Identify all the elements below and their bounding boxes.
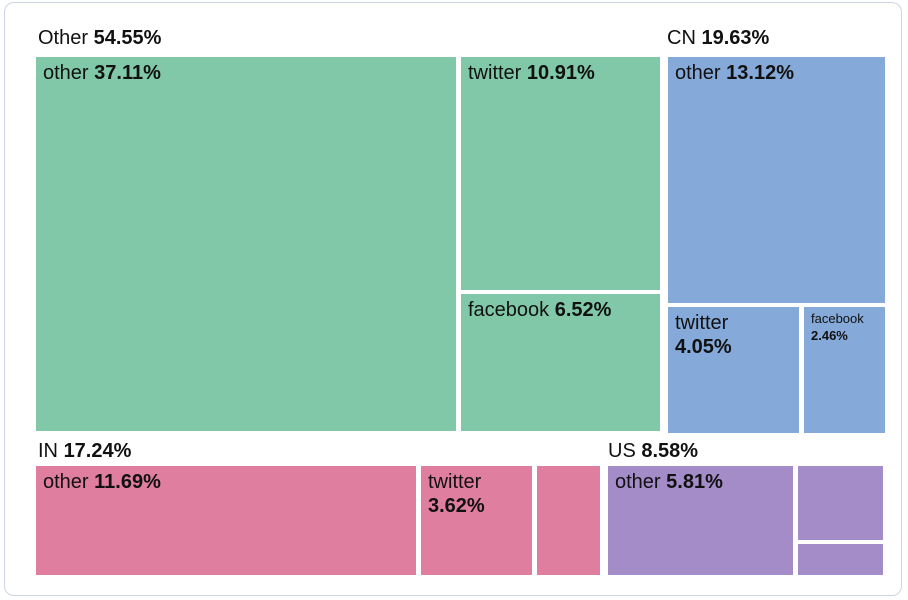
cell-label: twitter 3.62% <box>428 471 485 517</box>
cell-in-unlabeled[interactable] <box>537 466 600 575</box>
cell-other-twitter[interactable]: twitter 10.91% <box>461 57 660 290</box>
cell-us-other[interactable]: other 5.81% <box>608 466 793 575</box>
group-pct: 19.63% <box>701 27 770 49</box>
cell-cn-twitter[interactable]: twitter 4.05% <box>668 307 799 433</box>
cell-cn-other[interactable]: other 13.12% <box>668 57 885 303</box>
group-pct: 17.24% <box>63 440 132 462</box>
cell-label: twitter 10.91% <box>468 62 595 84</box>
group-pct: 8.58% <box>641 440 699 462</box>
cell-in-twitter[interactable]: twitter 3.62% <box>421 466 532 575</box>
cell-other-other[interactable]: other 37.11% <box>36 57 456 431</box>
cell-label: other 13.12% <box>675 62 794 84</box>
group-name: US <box>608 440 636 462</box>
cell-in-other[interactable]: other 11.69% <box>36 466 416 575</box>
cell-label: facebook 6.52% <box>468 299 612 321</box>
group-name: IN <box>38 440 58 462</box>
chart-card: Other 54.55% CN 19.63% IN 17.24% US 8.58… <box>4 2 902 596</box>
cell-us-unlabeled-2[interactable] <box>798 544 883 575</box>
group-header-in: IN 17.24% <box>38 440 131 462</box>
cell-label: other 5.81% <box>615 471 723 493</box>
cell-cn-facebook[interactable]: facebook 2.46% <box>804 307 885 433</box>
group-pct: 54.55% <box>93 27 162 49</box>
group-header-cn: CN 19.63% <box>667 27 769 49</box>
treemap: Other 54.55% CN 19.63% IN 17.24% US 8.58… <box>5 3 901 595</box>
group-name: Other <box>38 27 89 49</box>
cell-us-unlabeled-1[interactable] <box>798 466 883 540</box>
cell-label: facebook 2.46% <box>811 311 864 343</box>
cell-label: twitter 4.05% <box>675 312 732 358</box>
group-header-other: Other 54.55% <box>38 27 161 49</box>
cell-other-facebook[interactable]: facebook 6.52% <box>461 294 660 431</box>
cell-label: other 37.11% <box>43 62 161 84</box>
group-name: CN <box>667 27 696 49</box>
cell-label: other 11.69% <box>43 471 161 493</box>
group-header-us: US 8.58% <box>608 440 698 462</box>
